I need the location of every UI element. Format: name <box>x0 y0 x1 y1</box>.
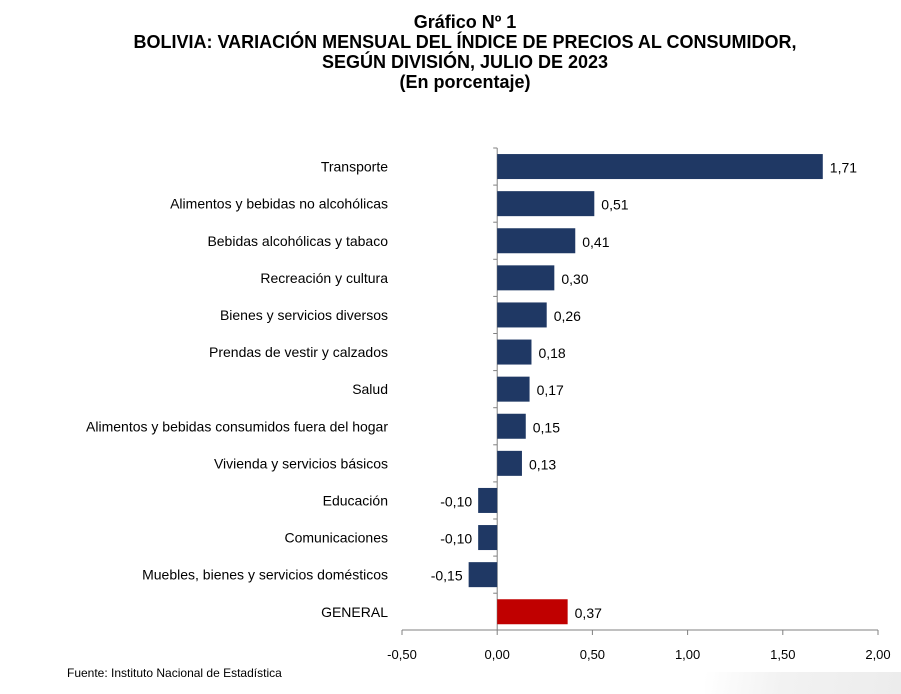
category-label-11: Muebles, bienes y servicios domésticos <box>142 567 388 583</box>
bar-9 <box>478 487 498 513</box>
value-label-11: -0,15 <box>431 568 463 584</box>
value-label-10: -0,10 <box>440 531 472 547</box>
value-label-8: 0,13 <box>529 456 556 472</box>
bar-3 <box>497 265 555 291</box>
value-label-7: 0,15 <box>533 419 560 435</box>
category-label-10: Comunicaciones <box>285 530 389 546</box>
value-label-2: 0,41 <box>582 234 609 250</box>
value-label-5: 0,18 <box>538 345 565 361</box>
page-corner <box>705 672 901 694</box>
x-tick-label-2: 0,50 <box>580 647 605 662</box>
value-label-0: 1,71 <box>830 160 857 176</box>
x-tick-label-0: -0,50 <box>387 647 417 662</box>
value-label-4: 0,26 <box>554 308 581 324</box>
bar-8 <box>497 450 522 476</box>
chart-number: Gráfico Nº 1 <box>413 12 517 32</box>
category-label-8: Vivienda y servicios básicos <box>214 455 388 471</box>
value-label-6: 0,17 <box>537 382 564 398</box>
category-label-12: GENERAL <box>321 604 388 620</box>
category-label-6: Salud <box>352 381 388 397</box>
source-note: Fuente: Instituto Nacional de Estadístic… <box>67 666 282 680</box>
bar-2 <box>497 228 576 254</box>
chart-title-block: Gráfico Nº 1 BOLIVIA: VARIACIÓN MENSUAL … <box>0 12 901 92</box>
value-label-1: 0,51 <box>601 197 628 213</box>
value-label-12: 0,37 <box>575 605 602 621</box>
chart-subtitle: SEGÚN DIVISIÓN, JULIO DE 2023 <box>321 52 609 72</box>
category-label-7: Alimentos y bebidas consumidos fuera del… <box>86 418 388 434</box>
bar-4 <box>497 302 547 328</box>
category-label-1: Alimentos y bebidas no alcohólicas <box>170 196 388 212</box>
category-label-4: Bienes y servicios diversos <box>220 307 388 323</box>
bar-1 <box>497 191 595 217</box>
bar-12 <box>497 599 568 625</box>
x-tick-label-4: 1,50 <box>770 647 795 662</box>
chart-units: (En porcentaje) <box>399 72 531 92</box>
x-tick-label-1: 0,00 <box>485 647 510 662</box>
bar-7 <box>497 413 526 439</box>
bar-11 <box>468 562 498 588</box>
value-label-9: -0,10 <box>440 493 472 509</box>
value-label-3: 0,30 <box>561 271 588 287</box>
x-tick-label-5: 2,00 <box>865 647 890 662</box>
category-label-9: Educación <box>323 492 388 508</box>
chart-title: BOLIVIA: VARIACIÓN MENSUAL DEL ÍNDICE DE… <box>133 32 797 52</box>
bar-10 <box>478 525 498 551</box>
category-label-5: Prendas de vestir y calzados <box>209 344 388 360</box>
bar-5 <box>497 339 532 365</box>
x-tick-label-3: 1,00 <box>675 647 700 662</box>
category-label-0: Transporte <box>321 159 388 175</box>
category-label-3: Recreación y cultura <box>260 270 388 286</box>
bar-0 <box>497 154 823 180</box>
category-label-2: Bebidas alcohólicas y tabaco <box>207 233 388 249</box>
bar-6 <box>497 376 530 402</box>
